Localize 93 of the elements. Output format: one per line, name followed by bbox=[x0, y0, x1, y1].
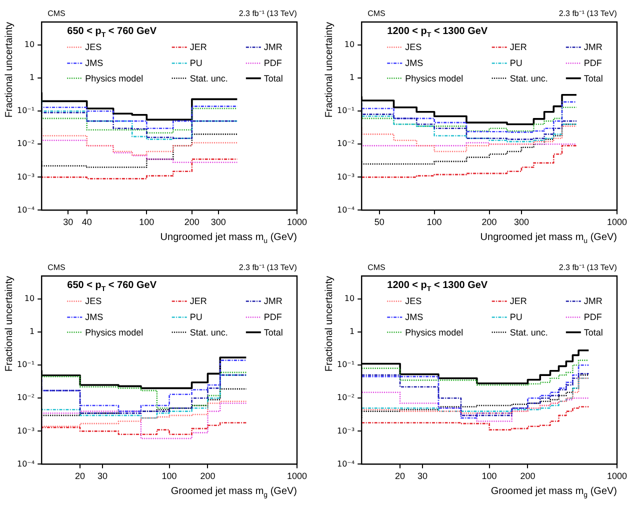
x-tick-label: 20 bbox=[75, 471, 86, 482]
legend-label: JMR bbox=[584, 296, 603, 306]
legend-label: Total bbox=[264, 327, 283, 338]
x-tick-label: 1000 bbox=[606, 471, 628, 482]
x-tick-label: 200 bbox=[520, 471, 536, 482]
x-tick-label: 300 bbox=[514, 217, 529, 228]
text: CMS bbox=[368, 263, 386, 272]
legend-label: Total bbox=[264, 73, 283, 84]
text: CMS bbox=[48, 9, 66, 18]
text: 2.3 fb⁻¹ (13 TeV) bbox=[238, 9, 298, 18]
legend-label: JMS bbox=[405, 312, 424, 322]
y-tick-label: 10⁻³ bbox=[17, 172, 35, 182]
legend-label: PDF bbox=[584, 312, 602, 322]
x-tick-label: 50 bbox=[374, 217, 384, 228]
legend-label: Stat. unc. bbox=[510, 327, 548, 338]
legend-label: JMS bbox=[85, 58, 104, 68]
legend-label: JMS bbox=[405, 58, 424, 68]
y-tick-label: 10⁻⁴ bbox=[17, 205, 35, 214]
x-tick-label: 200 bbox=[184, 217, 200, 228]
legend-label: PDF bbox=[264, 312, 282, 322]
legend-label: JES bbox=[405, 296, 422, 306]
legend-label: JES bbox=[85, 42, 102, 52]
x-tick-label: 1000 bbox=[286, 471, 308, 482]
x-tick-label: 100 bbox=[426, 217, 442, 228]
x-tick-label: 30 bbox=[98, 471, 108, 482]
y-tick-label: 10⁻⁴ bbox=[17, 459, 35, 468]
x-tick-label: 1000 bbox=[606, 217, 628, 228]
text: 2.3 fb⁻¹ (13 TeV) bbox=[558, 263, 618, 272]
legend-label: JES bbox=[85, 296, 102, 306]
x-tick-label: 30 bbox=[63, 217, 74, 228]
y-tick-label: 10⁻⁴ bbox=[337, 459, 355, 468]
y-tick-label: 10 bbox=[344, 294, 355, 304]
text: CMS bbox=[48, 263, 66, 272]
legend-label: JMS bbox=[85, 312, 104, 322]
legend-label: JER bbox=[510, 296, 528, 306]
legend-label: PU bbox=[190, 312, 202, 322]
legend-label: Total bbox=[584, 327, 603, 338]
y-tick-label: 10⁻¹ bbox=[337, 360, 355, 370]
legend-label: Stat. unc. bbox=[190, 327, 228, 338]
x-tick-label: 30 bbox=[418, 471, 428, 482]
legend-label: Stat. unc. bbox=[190, 73, 228, 84]
x-tick-label: 100 bbox=[139, 217, 154, 228]
y-tick-label: 1 bbox=[30, 73, 35, 82]
y-tick-label: 10⁻³ bbox=[337, 426, 355, 436]
x-tick-label: 1000 bbox=[286, 217, 308, 228]
legend-label: Physics model bbox=[405, 73, 464, 84]
legend-label: PU bbox=[510, 58, 522, 68]
y-tick-label: 1 bbox=[350, 73, 355, 82]
legend-label: JER bbox=[190, 296, 208, 306]
y-tick-label: 10⁻¹ bbox=[337, 106, 355, 116]
y-tick-label: 10⁻¹ bbox=[17, 360, 35, 370]
x-tick-label: 20 bbox=[395, 471, 406, 482]
legend-label: Physics model bbox=[85, 73, 144, 84]
y-tick-label: 10⁻³ bbox=[17, 426, 35, 436]
legend-label: PDF bbox=[584, 58, 602, 68]
y-tick-label: 10⁻¹ bbox=[17, 106, 35, 116]
x-tick-label: 200 bbox=[482, 217, 497, 228]
y-tick-label: 10⁻⁴ bbox=[337, 205, 355, 214]
legend-label: Physics model bbox=[405, 327, 464, 338]
y-tick-label: 1 bbox=[30, 327, 35, 336]
legend-label: Total bbox=[584, 73, 603, 84]
text: CMS bbox=[368, 9, 386, 18]
x-tick-label: 100 bbox=[162, 471, 177, 482]
y-tick-label: 10 bbox=[344, 40, 355, 50]
x-tick-label: 100 bbox=[482, 471, 497, 482]
y-axis-title: Fractional uncertainty bbox=[324, 276, 335, 372]
legend-label: PDF bbox=[264, 58, 282, 68]
y-axis-title: Fractional uncertainty bbox=[4, 276, 15, 372]
legend-label: JES bbox=[405, 42, 422, 52]
text: 2.3 fb⁻¹ (13 TeV) bbox=[558, 9, 618, 18]
x-tick-label: 300 bbox=[210, 217, 226, 228]
legend-label: Physics model bbox=[85, 327, 144, 338]
y-tick-label: 10⁻² bbox=[17, 139, 35, 148]
y-axis-title: Fractional uncertainty bbox=[324, 22, 335, 118]
y-tick-label: 10⁻³ bbox=[337, 172, 355, 182]
legend-label: JER bbox=[510, 42, 528, 52]
legend-label: JMR bbox=[584, 42, 603, 52]
legend-label: PU bbox=[190, 58, 202, 68]
legend-label: JMR bbox=[264, 296, 283, 306]
y-tick-label: 10⁻² bbox=[337, 393, 355, 402]
text: 2.3 fb⁻¹ (13 TeV) bbox=[238, 263, 298, 272]
y-tick-label: 10⁻² bbox=[17, 393, 35, 402]
legend-label: JMR bbox=[264, 42, 283, 52]
legend-label: Stat. unc. bbox=[510, 73, 548, 84]
y-tick-label: 10 bbox=[24, 294, 35, 304]
y-tick-label: 1 bbox=[350, 327, 355, 336]
y-tick-label: 10 bbox=[24, 40, 35, 50]
y-axis-title: Fractional uncertainty bbox=[4, 22, 15, 118]
x-tick-label: 40 bbox=[82, 217, 92, 228]
legend-label: JER bbox=[190, 42, 208, 52]
x-tick-label: 200 bbox=[200, 471, 216, 482]
y-tick-label: 10⁻² bbox=[337, 139, 355, 148]
legend-label: PU bbox=[510, 312, 522, 322]
